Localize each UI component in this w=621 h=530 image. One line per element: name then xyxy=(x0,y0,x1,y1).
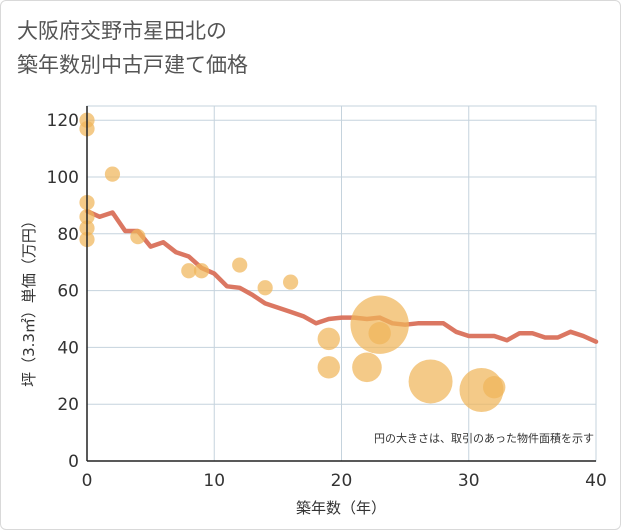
x-tick-label: 0 xyxy=(82,471,93,491)
data-bubble xyxy=(257,280,273,296)
y-tick-label: 100 xyxy=(47,168,79,188)
x-tick-label: 40 xyxy=(585,471,607,491)
y-tick-label: 40 xyxy=(57,338,79,358)
chart-title: 大阪府交野市星田北の 築年数別中古戸建て価格 xyxy=(17,14,248,82)
grid-lines xyxy=(86,105,597,462)
data-bubble xyxy=(232,257,248,273)
data-bubble xyxy=(317,327,340,351)
data-bubble xyxy=(283,274,299,290)
y-tick-label: 80 xyxy=(57,225,79,245)
y-tick-label: 60 xyxy=(57,282,79,302)
x-axis-label: 築年数（年） xyxy=(296,499,386,517)
data-bubble xyxy=(368,322,391,345)
data-bubble xyxy=(193,263,210,279)
x-tick-label: 20 xyxy=(331,471,353,491)
x-tick-label: 30 xyxy=(458,471,480,491)
data-bubble xyxy=(104,166,121,182)
data-bubble xyxy=(130,229,146,245)
axis-layer xyxy=(86,106,596,462)
y-tick-label: 20 xyxy=(57,395,79,415)
title-line-2: 築年数別中古戸建て価格 xyxy=(17,53,248,77)
data-bubble xyxy=(408,359,453,404)
size-note: 円の大きさは、取引のあった物件面積を示す xyxy=(374,431,594,445)
data-bubble xyxy=(317,356,340,379)
y-tick-label: 120 xyxy=(47,111,79,131)
trend-layer xyxy=(84,208,599,344)
tick-labels: 0 10 20 30 40 0 20 40 60 80 100 120 xyxy=(47,111,607,491)
data-bubble xyxy=(181,263,197,279)
data-bubble xyxy=(483,375,506,399)
y-tick-label: 0 xyxy=(68,452,79,472)
title-line-1: 大阪府交野市星田北の xyxy=(17,19,227,43)
data-bubble xyxy=(352,352,382,383)
bubble-layer xyxy=(79,112,506,412)
x-tick-label: 10 xyxy=(203,471,225,491)
trend-line xyxy=(84,208,599,344)
y-axis-label: 坪（3.3㎡）単価（万円） xyxy=(20,213,38,387)
